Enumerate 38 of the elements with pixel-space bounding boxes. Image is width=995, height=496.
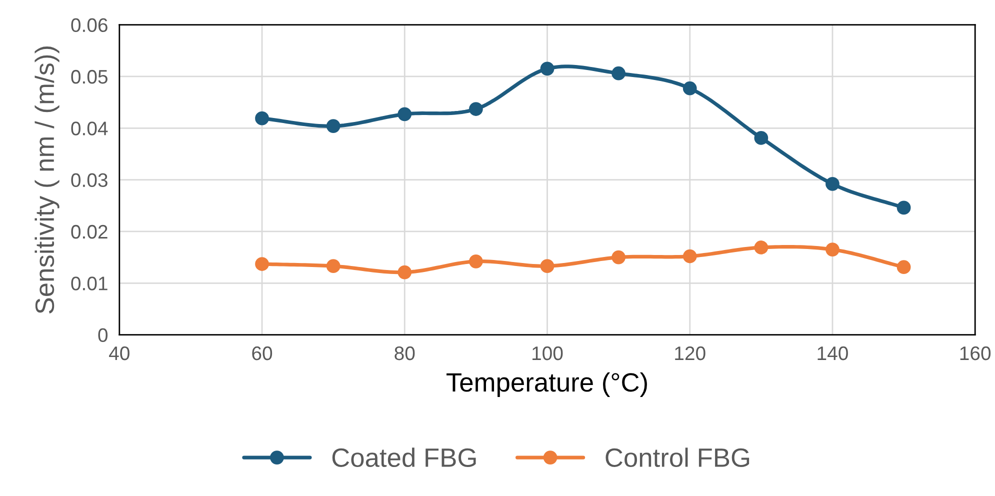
x-tick-label: 60 bbox=[252, 346, 272, 360]
x-tick-label: 120 bbox=[675, 346, 706, 360]
y-tick-label: 0.01 bbox=[71, 276, 108, 290]
point bbox=[612, 66, 626, 80]
point bbox=[682, 81, 697, 96]
point bbox=[612, 250, 626, 264]
x-tick-label: 100 bbox=[532, 346, 563, 360]
y-tick-label: 0.02 bbox=[71, 224, 108, 239]
point bbox=[682, 249, 697, 264]
x-tick-label: 140 bbox=[818, 346, 848, 360]
point bbox=[398, 107, 412, 122]
y-axis-title: Sensitivity ( nm / (m/s)) bbox=[34, 46, 60, 314]
point bbox=[255, 257, 269, 271]
point bbox=[826, 242, 840, 256]
x-axis-title: Temperature (°C) bbox=[446, 372, 647, 397]
point bbox=[255, 111, 269, 126]
point bbox=[896, 200, 911, 215]
point bbox=[540, 259, 554, 274]
point bbox=[754, 131, 768, 145]
y-tick-label: 0.03 bbox=[71, 173, 108, 188]
point bbox=[326, 259, 340, 274]
point bbox=[326, 119, 340, 134]
point bbox=[468, 254, 483, 268]
legend-label: Coated FBG bbox=[332, 448, 476, 468]
point bbox=[896, 260, 911, 274]
x-tick-label: 80 bbox=[394, 346, 415, 360]
point bbox=[826, 176, 840, 191]
point bbox=[754, 240, 768, 254]
y-tick-label: 0.06 bbox=[71, 18, 108, 32]
x-tick-label: 160 bbox=[960, 346, 991, 360]
y-tick-label: 0.05 bbox=[71, 70, 108, 84]
point bbox=[468, 102, 483, 116]
x-tick-label: 40 bbox=[109, 346, 130, 360]
legend-label: Control FBG bbox=[606, 448, 750, 468]
point bbox=[398, 265, 412, 280]
point bbox=[540, 62, 554, 76]
y-tick-label: 0 bbox=[98, 328, 108, 342]
y-tick-label: 0.04 bbox=[71, 122, 108, 136]
